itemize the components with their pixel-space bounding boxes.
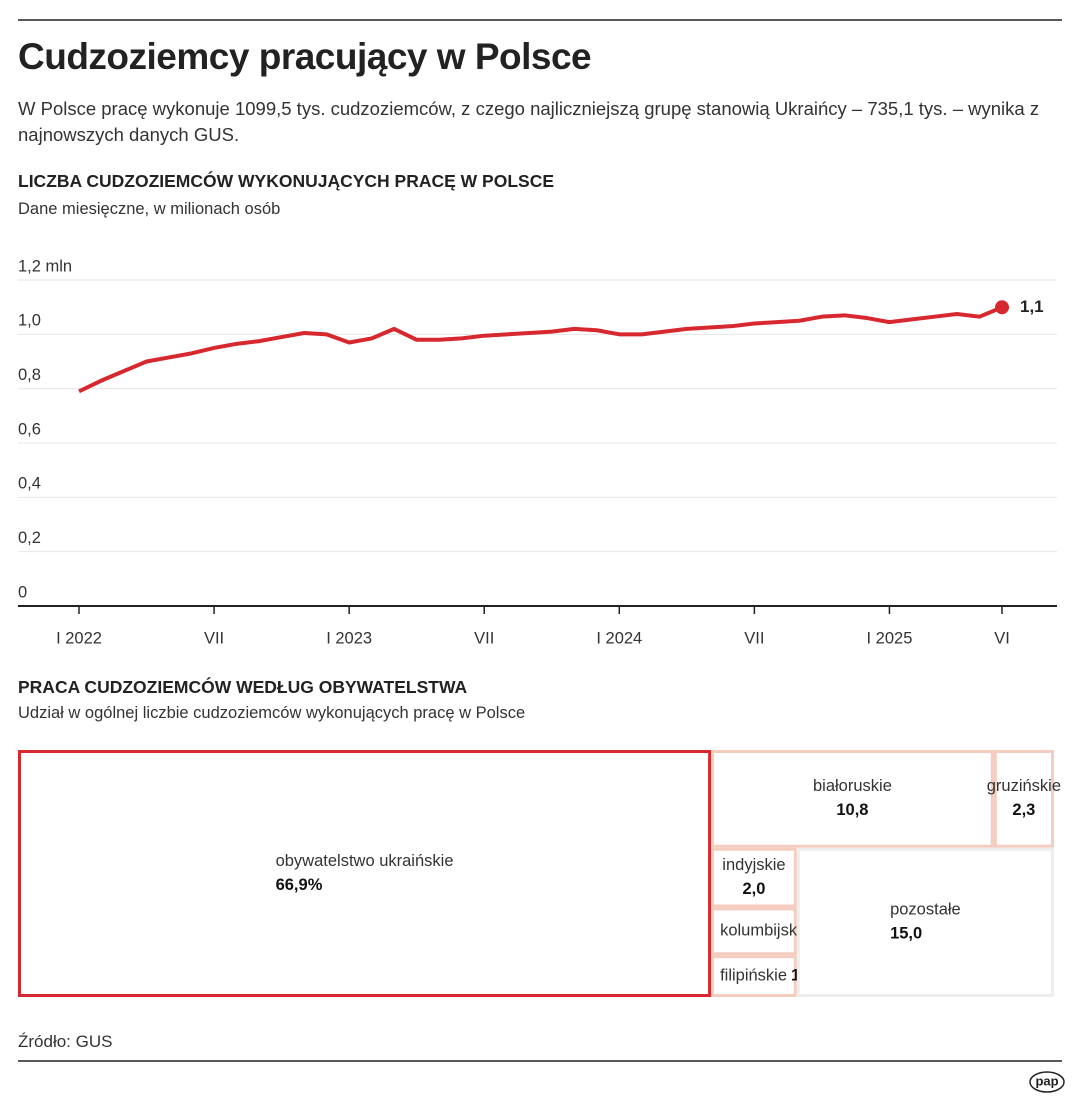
cell-label: obywatelstwo ukraińskie [276,852,454,870]
x-tick-label: VII [204,629,224,647]
y-tick-label: 0,4 [18,475,41,493]
y-tick-label: 0,6 [18,420,41,438]
treemap-cell [796,847,1054,998]
cell-label: pozostałe [890,901,961,919]
x-tick-label: VII [744,629,764,647]
subtitle: W Polsce pracę wykonuje 1099,5 tys. cudz… [18,98,1040,145]
cell-label: kolumbijskie [720,922,810,940]
chart-subtitle: Dane miesięczne, w milionach osób [18,200,281,218]
treemap-cell [711,907,797,956]
cell-label: indyjskie [722,856,785,874]
y-tick-label: 0,8 [18,366,41,384]
cell-label: filipińskie [720,966,787,984]
y-tick-label: 0,2 [18,529,41,547]
x-tick-label: VI [994,629,1010,647]
y-tick-label: 0 [18,583,27,601]
y-tick-label: 1,0 [18,312,41,330]
x-tick-label: I 2025 [867,629,913,647]
logo: pap [1035,1073,1058,1088]
x-tick-label: I 2022 [56,629,102,647]
value-label: 15,0 [890,925,922,943]
title: Cudzoziemcy pracujący w Polsce [18,36,592,77]
point [995,300,1009,315]
treemap-cell [993,750,1055,848]
chart-title: LICZBA CUDZOZIEMCÓW WYKONUJĄCYCH PRACĘ W… [18,171,555,191]
cell-label: gruzińskie [987,777,1061,795]
value-label: 2,3 [1012,801,1035,819]
x-tick-label: I 2024 [596,629,642,647]
chart-title: PRACA CUDZOZIEMCÓW WEDŁUG OBYWATELSTWA [18,677,468,697]
x-tick-label: I 2023 [326,629,372,647]
x-tick-label: VII [474,629,494,647]
source: Źródło: GUS [18,1032,113,1051]
treemap-cell [711,847,797,908]
y-tick-label: 1,2 mln [18,257,72,275]
value-label: 2,0 [742,880,765,898]
treemap-cell [711,955,797,998]
treemap-cell [18,750,712,997]
treemap-cell [711,750,994,848]
cell-label: białoruskie [813,777,892,795]
logo-shape [1029,1071,1065,1093]
value-label: 1,1 [1020,297,1044,316]
chart-subtitle: Udział w ogólnej liczbie cudzoziemców wy… [18,704,526,722]
value-label: 66,9% [276,876,323,894]
line [78,305,1003,394]
value-label: 10,8 [836,801,868,819]
